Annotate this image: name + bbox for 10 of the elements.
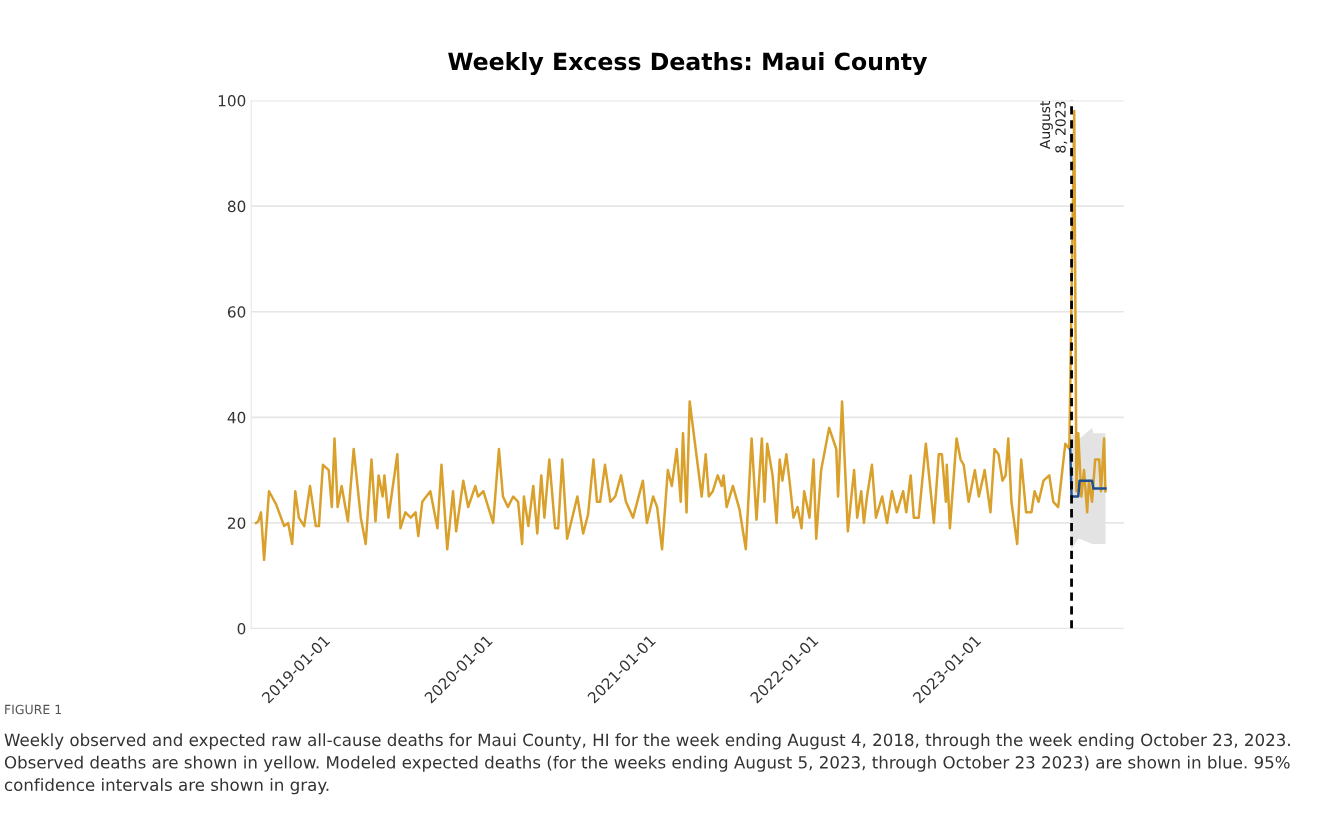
caption: FIGURE 1	[5, 704, 62, 715]
y-tick-label: 80	[227, 200, 246, 213]
text: Weekly observed and expected raw all-cause deaths for Maui County, HI for the week ending August 4, 2018, through the week ending October 23, 2023. Observed deaths are shown in yellow. Modeled expected deaths (for the weeks ending August 5, 2023, through October 23 2023) are shown in blue. 95% confidence intervals are shown in gray.	[4, 733, 1290, 795]
y-tick-label: 100	[218, 95, 246, 107]
chart-title: Weekly Excess Deaths: Maui County	[448, 52, 928, 76]
y-tick-label: 60	[227, 306, 246, 318]
ref-line-label: August 8, 2023	[1039, 100, 1068, 153]
y-tick-label: 20	[228, 517, 246, 529]
y-tick-label: 0	[237, 622, 246, 635]
y-tick-label: 40	[227, 411, 246, 424]
